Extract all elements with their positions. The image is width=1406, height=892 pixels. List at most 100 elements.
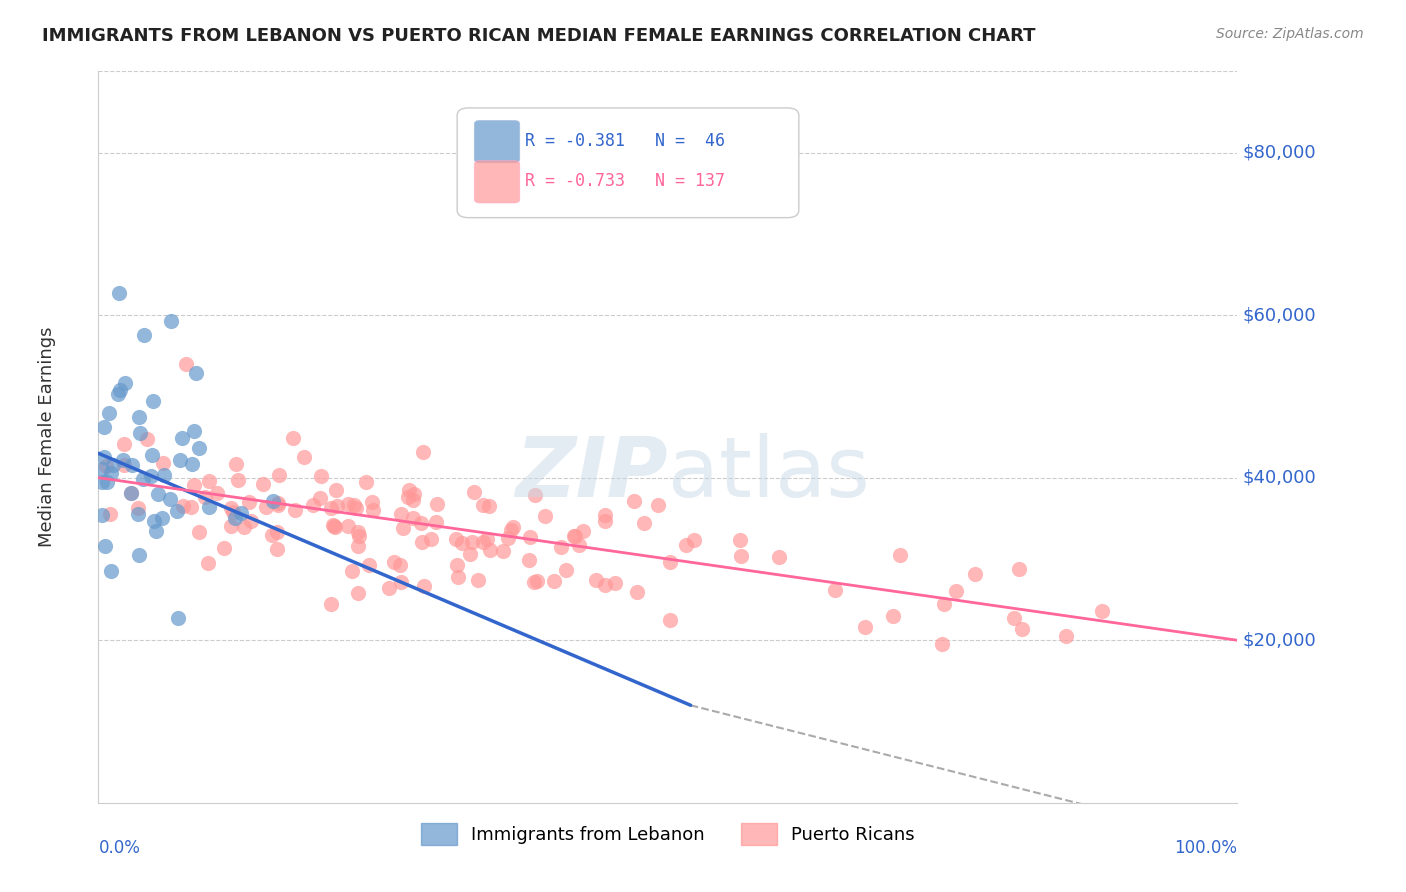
- Puerto Ricans: [136, 432, 159, 446]
- Puerto Ricans: [562, 529, 585, 543]
- Immigrants from Lebanon: [143, 514, 166, 528]
- Puerto Ricans: [447, 570, 470, 584]
- Puerto Ricans: [326, 499, 349, 513]
- Puerto Ricans: [322, 518, 344, 533]
- Puerto Ricans: [523, 488, 546, 502]
- Immigrants from Lebanon: [114, 376, 136, 391]
- Immigrants from Lebanon: [187, 441, 209, 455]
- Puerto Ricans: [323, 519, 346, 533]
- Puerto Ricans: [359, 558, 381, 572]
- Puerto Ricans: [730, 549, 752, 563]
- Immigrants from Lebanon: [166, 504, 188, 518]
- Puerto Ricans: [1054, 629, 1077, 643]
- Puerto Ricans: [361, 503, 384, 517]
- Immigrants from Lebanon: [169, 452, 191, 467]
- Immigrants from Lebanon: [229, 507, 252, 521]
- Text: R = -0.381   N =  46: R = -0.381 N = 46: [526, 132, 725, 150]
- Immigrants from Lebanon: [100, 564, 122, 578]
- Immigrants from Lebanon: [96, 475, 118, 489]
- Puerto Ricans: [344, 501, 367, 516]
- Puerto Ricans: [205, 485, 228, 500]
- Puerto Ricans: [240, 514, 263, 528]
- Puerto Ricans: [472, 535, 495, 549]
- Puerto Ricans: [266, 525, 288, 540]
- Immigrants from Lebanon: [112, 453, 135, 467]
- Puerto Ricans: [461, 535, 484, 549]
- Immigrants from Lebanon: [98, 406, 121, 420]
- Puerto Ricans: [543, 574, 565, 589]
- Puerto Ricans: [361, 494, 384, 508]
- FancyBboxPatch shape: [474, 120, 520, 163]
- Puerto Ricans: [502, 520, 524, 534]
- Immigrants from Lebanon: [132, 328, 155, 343]
- Puerto Ricans: [172, 499, 194, 513]
- Puerto Ricans: [492, 544, 515, 558]
- Puerto Ricans: [1004, 611, 1026, 625]
- Puerto Ricans: [180, 500, 202, 514]
- Puerto Ricans: [222, 505, 245, 519]
- Puerto Ricans: [337, 497, 360, 511]
- Puerto Ricans: [226, 473, 249, 487]
- Puerto Ricans: [450, 536, 472, 550]
- Puerto Ricans: [392, 521, 415, 535]
- Puerto Ricans: [266, 541, 288, 556]
- Immigrants from Lebanon: [142, 393, 165, 408]
- Puerto Ricans: [593, 508, 616, 523]
- Puerto Ricans: [626, 585, 648, 599]
- Text: R = -0.733   N = 137: R = -0.733 N = 137: [526, 172, 725, 190]
- Puerto Ricans: [768, 550, 790, 565]
- Text: atlas: atlas: [668, 434, 869, 514]
- Puerto Ricans: [568, 538, 591, 552]
- Puerto Ricans: [112, 436, 135, 450]
- Puerto Ricans: [319, 500, 342, 515]
- Puerto Ricans: [411, 534, 433, 549]
- Puerto Ricans: [571, 524, 593, 538]
- Puerto Ricans: [120, 485, 142, 500]
- Immigrants from Lebanon: [93, 450, 115, 464]
- Puerto Ricans: [419, 532, 441, 546]
- Puerto Ricans: [659, 555, 682, 569]
- Puerto Ricans: [931, 637, 953, 651]
- Puerto Ricans: [499, 523, 522, 537]
- Immigrants from Lebanon: [107, 387, 129, 401]
- Puerto Ricans: [475, 532, 498, 546]
- Puerto Ricans: [426, 497, 449, 511]
- Puerto Ricans: [183, 478, 205, 492]
- Puerto Ricans: [446, 558, 468, 573]
- Immigrants from Lebanon: [132, 472, 155, 486]
- Puerto Ricans: [336, 519, 359, 533]
- Puerto Ricans: [526, 574, 548, 589]
- Puerto Ricans: [534, 509, 557, 524]
- Puerto Ricans: [281, 431, 304, 445]
- Immigrants from Lebanon: [129, 426, 152, 441]
- Immigrants from Lebanon: [107, 286, 129, 301]
- Immigrants from Lebanon: [262, 494, 284, 508]
- Puerto Ricans: [478, 542, 501, 557]
- Puerto Ricans: [112, 458, 135, 473]
- Puerto Ricans: [1008, 562, 1031, 576]
- Puerto Ricans: [882, 608, 904, 623]
- Puerto Ricans: [463, 485, 485, 500]
- Puerto Ricans: [221, 519, 243, 533]
- Puerto Ricans: [343, 499, 366, 513]
- Puerto Ricans: [319, 597, 342, 611]
- Text: $80,000: $80,000: [1243, 144, 1316, 161]
- Immigrants from Lebanon: [101, 458, 124, 473]
- Puerto Ricans: [302, 498, 325, 512]
- Immigrants from Lebanon: [90, 475, 112, 489]
- Puerto Ricans: [194, 490, 217, 504]
- Puerto Ricans: [519, 530, 541, 544]
- Immigrants from Lebanon: [100, 466, 122, 480]
- Puerto Ricans: [413, 579, 436, 593]
- Puerto Ricans: [889, 548, 911, 562]
- Puerto Ricans: [152, 456, 174, 470]
- Puerto Ricans: [517, 553, 540, 567]
- Puerto Ricans: [550, 540, 572, 554]
- Puerto Ricans: [585, 573, 607, 587]
- Immigrants from Lebanon: [93, 420, 115, 434]
- Puerto Ricans: [398, 483, 420, 498]
- Puerto Ricans: [458, 547, 481, 561]
- Text: $40,000: $40,000: [1243, 468, 1317, 487]
- Puerto Ricans: [824, 582, 846, 597]
- Immigrants from Lebanon: [145, 524, 167, 538]
